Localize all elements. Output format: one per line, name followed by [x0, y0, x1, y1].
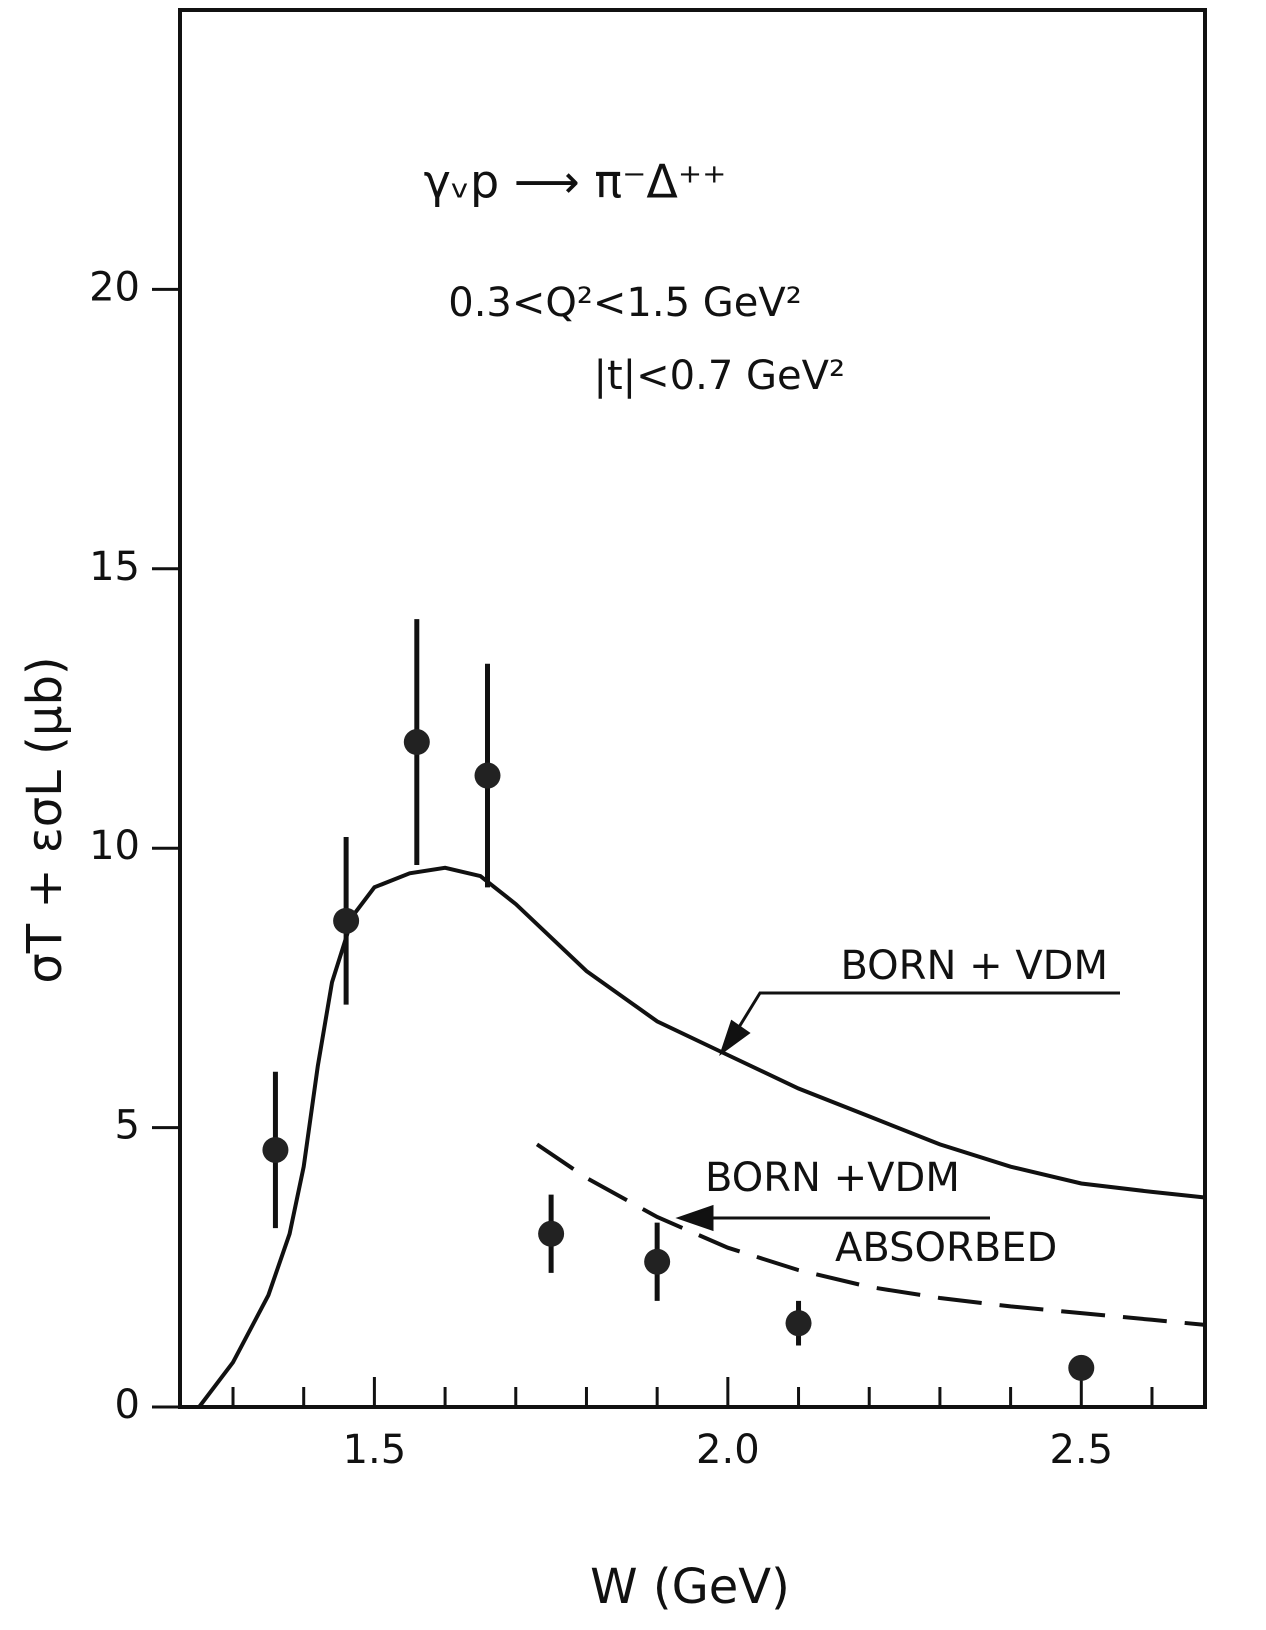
y-tick-label: 10	[89, 823, 140, 869]
curve	[197, 865, 1206, 1409]
data-point	[333, 907, 360, 934]
curve-label: BORN +VDM	[705, 1155, 960, 1201]
y-axis-label: σT + εσL (μb)	[17, 656, 73, 983]
data-point	[474, 762, 501, 789]
y-tick-label: 5	[115, 1103, 140, 1149]
y-tick-label: 0	[115, 1382, 140, 1428]
plot-frame	[178, 8, 1207, 1409]
data-point	[1068, 1354, 1095, 1381]
y-tick-label: 15	[89, 544, 140, 590]
curve-label: BORN + VDM	[840, 943, 1108, 989]
data-point	[538, 1220, 565, 1247]
x-axis-label: W (GeV)	[590, 1559, 790, 1615]
y-tick-label: 20	[89, 264, 140, 310]
data-point	[785, 1310, 812, 1337]
x-tick-label: 2.0	[696, 1427, 760, 1473]
data-point	[262, 1136, 289, 1163]
x-tick-label: 1.5	[343, 1427, 407, 1473]
curve-label: ABSORBED	[835, 1225, 1057, 1271]
annotation: 0.3<Q²<1.5 GeV²	[448, 280, 802, 326]
curve	[535, 1142, 1206, 1327]
x-tick-label: 2.5	[1049, 1427, 1113, 1473]
curve-label-arrow	[675, 991, 1120, 1232]
data-point	[403, 729, 430, 756]
data-point	[644, 1248, 671, 1275]
chart-title: γᵥp ⟶ π⁻Δ⁺⁺	[424, 155, 727, 209]
annotation: |t|<0.7 GeV²	[594, 353, 845, 399]
